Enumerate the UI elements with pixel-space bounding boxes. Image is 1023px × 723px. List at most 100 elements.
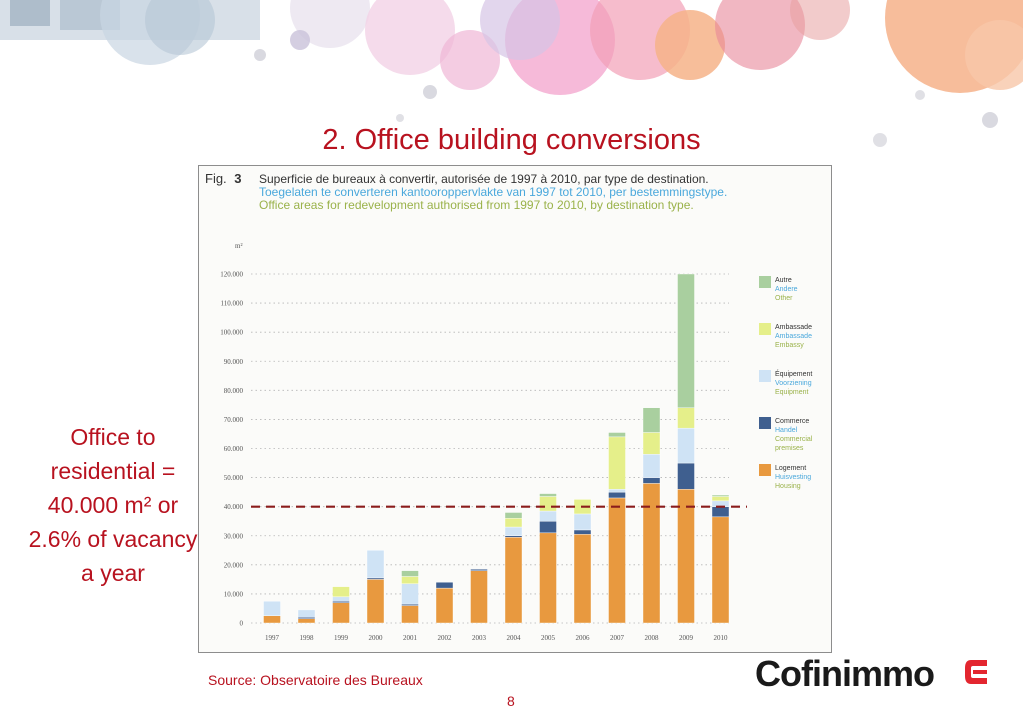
x-tick-label: 1999 (334, 634, 349, 642)
bar-segment (435, 582, 454, 589)
y-tick-label: 110.000 (221, 300, 244, 308)
decorative-header-banner (0, 0, 1023, 147)
legend-swatch (759, 464, 771, 476)
x-tick-label: 2002 (438, 634, 453, 642)
bar-segment (297, 609, 316, 618)
y-tick-label: 100.000 (220, 329, 243, 337)
bar-segment (401, 603, 419, 606)
bar-segment (608, 497, 626, 624)
legend-label-en: Other (775, 295, 793, 302)
bar-segment (297, 618, 316, 624)
stacked-bar-chart: Fig. 3 Superficie de bureaux à convertir… (205, 171, 813, 642)
bar-segment (677, 489, 695, 624)
company-logo-text: Cofinimmo (755, 653, 935, 694)
bar-segment (504, 512, 523, 519)
y-tick-label: 30.000 (224, 532, 244, 540)
source-caption: Source: Observatoire des Bureaux (208, 672, 423, 688)
bar-segment (677, 427, 695, 464)
x-tick-label: 1997 (265, 634, 280, 642)
company-logo-icon (965, 660, 987, 684)
bar-segment (608, 436, 626, 490)
bar-segment (642, 454, 661, 478)
bar-segment (332, 602, 350, 624)
bar-segment (539, 521, 557, 534)
page-number: 8 (507, 693, 515, 709)
chart-figure: Fig. 3 Superficie de bureaux à convertir… (198, 165, 832, 653)
x-tick-label: 2008 (645, 634, 660, 642)
gridlines: 0 10.000 20.000 30.000 40.000 50.000 60.000 70.… (220, 271, 729, 628)
x-tick-label: 2006 (576, 634, 591, 642)
bar-segment (470, 568, 488, 571)
legend-label-fr: Autre (775, 277, 792, 284)
legend: Autre Andere Other Ambassade Ambassade Embass… (759, 276, 813, 490)
bar-segment (366, 577, 385, 580)
bar-segment (573, 513, 592, 531)
bars: 1997 1998 1999 2000 2001 2002 2003 2004 2005 2006… (263, 273, 730, 642)
y-tick-label: 40.000 (224, 503, 244, 511)
side-annotation: Office to residential = 40.000 m² or 2.6… (28, 424, 198, 586)
x-tick-label: 2007 (610, 634, 625, 642)
bar-segment (401, 605, 419, 624)
bar-segment (435, 587, 454, 624)
bar-segment (711, 496, 730, 502)
legend-label-fr: Commerce (775, 418, 809, 425)
bar-segment (332, 596, 350, 602)
x-tick-label: 1998 (300, 634, 315, 642)
legend-label-nl: Huisvesting (775, 474, 811, 481)
bar-segment (401, 576, 419, 584)
bar-segment (608, 491, 626, 499)
legend-swatch (759, 276, 771, 288)
bar-segment (332, 586, 350, 598)
chart-title-nl: Toegelaten te converteren kantooroppervl… (259, 185, 727, 199)
legend-label-en-cont: premises (775, 445, 804, 452)
bar-segment (608, 489, 626, 493)
bar-segment (366, 579, 385, 624)
bar-segment (608, 432, 626, 438)
y-axis-unit-label: m² (235, 242, 243, 250)
bar-segment (539, 532, 557, 624)
legend-label-nl: Ambassade (775, 333, 812, 340)
bar-segment (642, 483, 661, 624)
bar-segment (642, 477, 661, 484)
bar-segment (504, 537, 523, 624)
legend-label-en: Equipment (775, 389, 809, 396)
bar-segment (366, 550, 385, 579)
bar-segment (573, 534, 592, 624)
legend-swatch (759, 370, 771, 382)
legend-label-fr: Ambassade (775, 324, 812, 331)
x-tick-label: 2005 (541, 634, 556, 642)
bar-segment (677, 462, 695, 490)
y-tick-label: 60.000 (224, 445, 244, 453)
x-tick-label: 2009 (679, 634, 694, 642)
bar-segment (401, 583, 419, 605)
figure-label: Fig. 3 (205, 171, 242, 186)
y-tick-label: 70.000 (224, 416, 244, 424)
bar-segment (711, 516, 730, 624)
legend-swatch (759, 323, 771, 335)
bar-segment (539, 510, 557, 522)
legend-label-nl: Andere (775, 286, 798, 293)
bar-segment (401, 570, 419, 577)
bar-segment (504, 535, 523, 538)
x-tick-label: 2001 (403, 634, 418, 642)
y-tick-label: 90.000 (224, 358, 244, 366)
bar-segment (539, 496, 557, 512)
chart-title-en: Office areas for redevelopment authorise… (259, 198, 694, 212)
bar-segment (677, 407, 695, 429)
x-tick-label: 2010 (714, 634, 729, 642)
bar-segment (677, 273, 695, 408)
legend-label-en: Commercial (775, 436, 813, 443)
bar-segment (332, 600, 350, 603)
legend-label-nl: Handel (775, 427, 798, 434)
y-tick-label: 120.000 (220, 271, 243, 279)
x-tick-label: 2004 (507, 634, 522, 642)
y-tick-label: 10.000 (224, 590, 244, 598)
x-tick-label: 2000 (369, 634, 384, 642)
bar-segment (504, 526, 523, 536)
legend-label-fr: Logement (775, 465, 806, 472)
y-tick-label: 80.000 (224, 387, 244, 395)
bar-segment (539, 493, 557, 497)
bar-segment (263, 615, 281, 624)
legend-swatch (759, 417, 771, 429)
legend-label-en: Embassy (775, 342, 804, 349)
